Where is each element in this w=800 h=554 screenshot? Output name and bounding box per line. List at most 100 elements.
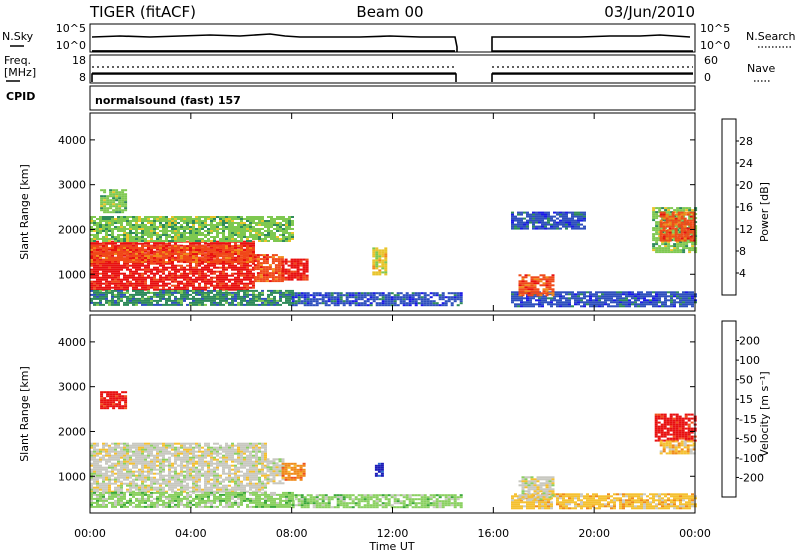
power-cell — [228, 301, 231, 304]
power-cell — [228, 262, 231, 265]
power-cell — [517, 221, 520, 224]
power-cell — [132, 278, 135, 281]
power-cell — [670, 293, 673, 296]
power-cell — [270, 238, 273, 240]
power-cell — [261, 240, 264, 242]
power-cell — [108, 280, 111, 283]
power-cell — [294, 304, 298, 307]
power-cell — [99, 266, 102, 269]
power-cell — [150, 230, 153, 232]
power-cell — [192, 249, 195, 252]
power-cell — [117, 266, 120, 269]
power-cell — [691, 217, 695, 220]
power-cell — [302, 278, 306, 281]
power-cell — [357, 294, 361, 297]
power-cell — [114, 299, 117, 302]
power-cell — [153, 266, 156, 269]
power-cell — [520, 305, 523, 308]
power-cell — [105, 240, 108, 242]
velocity-cell — [240, 452, 243, 455]
power-cell — [277, 256, 281, 259]
power-cell — [201, 297, 204, 300]
power-cell — [141, 230, 144, 232]
power-cell — [153, 240, 156, 242]
power-cell — [204, 297, 207, 300]
power-cell — [111, 253, 114, 256]
power-cell — [207, 264, 210, 267]
power-cell — [240, 280, 243, 283]
power-cell — [102, 264, 105, 267]
power-cell — [535, 217, 538, 220]
power-cell — [671, 217, 675, 220]
power-cell — [111, 261, 114, 264]
power-cell — [240, 228, 243, 230]
power-cell — [222, 253, 225, 256]
power-cell — [511, 213, 514, 216]
power-cell — [562, 303, 565, 306]
power-cell — [204, 234, 207, 236]
velocity-cell — [192, 448, 195, 451]
power-cell — [219, 293, 222, 296]
power-cell — [571, 225, 574, 228]
power-cell — [562, 217, 565, 220]
power-cell — [177, 230, 180, 232]
power-cell — [177, 253, 180, 256]
velocity-cell — [198, 450, 201, 453]
power-cell — [240, 232, 243, 234]
power-cell — [99, 261, 102, 264]
power-cell — [153, 232, 156, 234]
power-cell — [535, 221, 538, 224]
power-cell — [662, 239, 666, 242]
power-cell — [282, 234, 285, 236]
power-cell — [667, 245, 671, 248]
power-cell — [171, 250, 174, 253]
power-cell — [240, 289, 243, 292]
power-cell — [174, 250, 177, 253]
power-cell — [523, 303, 526, 306]
power-cell — [117, 274, 120, 277]
velocity-cell — [231, 446, 234, 449]
power-region — [372, 247, 388, 276]
power-cell — [120, 222, 123, 224]
power-cell — [147, 255, 150, 258]
power-cell — [159, 276, 162, 279]
power-cell — [121, 191, 125, 194]
power-cell — [679, 297, 682, 300]
power-cell — [168, 242, 171, 245]
power-cell — [589, 301, 592, 304]
power-cell — [246, 264, 249, 267]
velocity-cell — [93, 448, 96, 451]
power-cell — [219, 262, 222, 265]
power-cell — [219, 280, 222, 283]
power-cell — [156, 218, 159, 220]
power-cell — [521, 292, 525, 295]
velocity-cell — [96, 450, 99, 453]
power-cell — [123, 234, 126, 236]
power-cell — [264, 238, 267, 240]
power-cell — [414, 294, 418, 297]
power-cell — [90, 234, 93, 236]
power-cell — [234, 299, 237, 302]
power-cell — [571, 297, 574, 300]
power-cell — [607, 303, 610, 306]
power-cell — [532, 303, 535, 306]
power-cell — [530, 288, 534, 291]
power-cell — [246, 228, 249, 230]
power-cell — [676, 301, 679, 304]
power-cell — [662, 235, 666, 238]
power-cell — [120, 224, 123, 226]
power-cell — [150, 257, 153, 260]
power-cell — [210, 240, 213, 242]
power-cell — [228, 255, 231, 258]
power-cell — [279, 289, 282, 292]
power-cell — [210, 289, 213, 292]
power-cell — [261, 216, 264, 218]
power-cell — [661, 217, 665, 220]
power-cell — [213, 247, 216, 250]
power-cell — [237, 226, 240, 228]
velocity-cell — [213, 442, 216, 445]
power-cell — [198, 260, 201, 263]
power-cell — [279, 240, 282, 242]
power-cell — [240, 261, 243, 264]
power-cell — [117, 270, 120, 273]
